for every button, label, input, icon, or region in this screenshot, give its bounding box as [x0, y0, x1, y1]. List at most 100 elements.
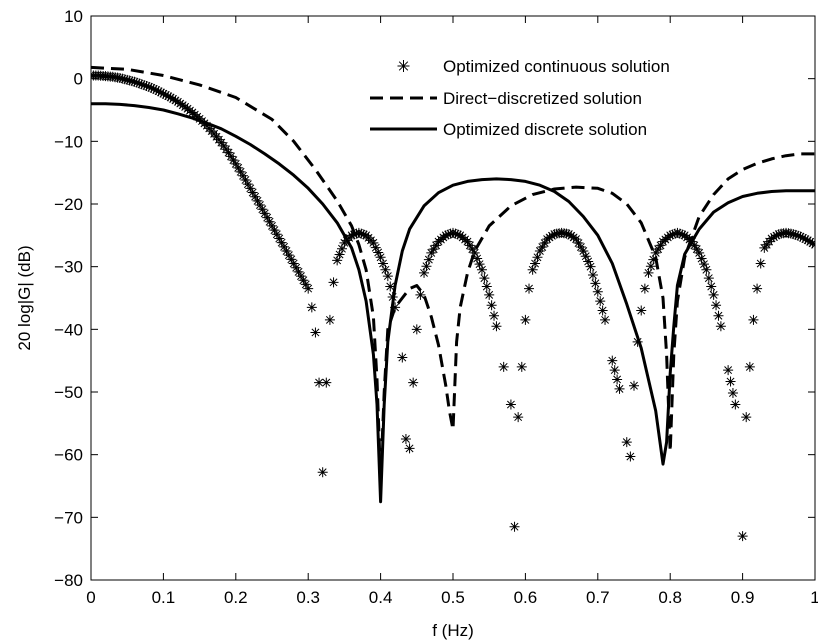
data-point-marker — [306, 302, 317, 313]
data-point-marker — [513, 412, 524, 423]
data-point-marker — [481, 281, 492, 292]
data-point-marker — [703, 273, 714, 284]
data-point-marker — [730, 399, 741, 410]
y-tick-label: −50 — [54, 383, 83, 402]
data-point-marker — [221, 144, 232, 155]
data-point-marker — [286, 254, 297, 265]
data-point-marker — [276, 237, 287, 248]
data-point-marker — [711, 300, 722, 311]
data-point-marker — [370, 242, 381, 253]
data-point-marker — [800, 234, 811, 245]
data-point-marker — [609, 365, 620, 376]
data-point-marker — [262, 212, 273, 223]
data-point-marker — [539, 238, 550, 249]
data-point-marker — [168, 93, 179, 104]
data-point-marker — [476, 264, 487, 275]
data-point-marker — [748, 314, 759, 325]
data-point-marker — [321, 377, 332, 388]
data-point-marker — [238, 170, 249, 181]
data-point-marker — [795, 231, 806, 242]
y-tick-label: −70 — [54, 508, 83, 527]
data-point-marker — [170, 95, 181, 106]
data-point-marker — [737, 531, 748, 542]
data-point-marker — [639, 283, 650, 294]
data-point-marker — [293, 266, 304, 277]
data-point-marker — [408, 377, 419, 388]
legend-label: Direct−discretized solution — [443, 89, 642, 108]
data-point-marker — [119, 74, 130, 85]
data-point-marker — [356, 228, 367, 239]
data-point-marker — [575, 242, 586, 253]
data-point-marker — [532, 252, 543, 263]
data-point-marker — [537, 242, 548, 253]
data-point-marker — [165, 92, 176, 103]
data-point-marker — [378, 258, 389, 269]
data-point-marker — [450, 228, 461, 239]
data-point-marker — [314, 377, 325, 388]
data-point-marker — [595, 296, 606, 307]
data-point-marker — [136, 79, 147, 90]
data-point-marker — [404, 443, 415, 454]
data-point-marker — [484, 289, 495, 300]
data-point-marker — [114, 73, 125, 84]
data-point-marker — [689, 240, 700, 251]
data-point-marker — [643, 267, 654, 278]
data-point-marker — [491, 321, 502, 332]
data-point-marker — [648, 254, 659, 265]
data-point-marker — [230, 158, 241, 169]
data-point-marker — [124, 75, 135, 86]
data-point-marker — [580, 251, 591, 262]
data-point-marker — [245, 183, 256, 194]
data-point-marker — [597, 305, 608, 316]
data-point-marker — [264, 216, 275, 227]
data-point-marker — [431, 240, 442, 251]
data-point-marker — [216, 137, 227, 148]
data-point-marker — [426, 247, 437, 258]
data-point-marker — [761, 239, 772, 250]
data-point-marker — [267, 220, 277, 231]
x-tick-label: 0.3 — [296, 588, 320, 607]
data-point-marker — [177, 100, 188, 111]
axis-ticks: 0 0.1 0.2 0.3 0.4 0.5 0.6 0.7 0.8 0.9 1 10 0 −10 −20 −3… — [54, 7, 818, 607]
x-tick-label: 0.1 — [152, 588, 176, 607]
data-point-marker — [520, 314, 531, 325]
y-tick-label: −60 — [54, 446, 83, 465]
data-point-marker — [346, 230, 357, 241]
data-point-marker — [527, 264, 538, 275]
data-point-marker — [698, 259, 709, 270]
data-point-marker — [600, 314, 611, 325]
data-point-marker — [655, 240, 666, 251]
data-point-marker — [334, 249, 345, 260]
data-point-marker — [462, 236, 473, 247]
data-point-marker — [725, 376, 736, 387]
data-point-marker — [291, 262, 302, 273]
data-point-marker — [155, 87, 166, 98]
data-point-marker — [759, 242, 770, 253]
data-point-marker — [269, 225, 280, 236]
data-point-marker — [175, 98, 186, 109]
data-point-marker — [509, 521, 520, 532]
data-point-marker — [117, 73, 128, 84]
data-point-marker — [421, 261, 432, 272]
data-point-marker — [587, 270, 598, 281]
data-point-marker — [148, 83, 159, 94]
x-tick-label: 0.2 — [224, 588, 248, 607]
data-point-marker — [708, 289, 719, 300]
data-point-marker — [375, 252, 386, 263]
legend-item: Optimized continuous solution — [397, 57, 670, 76]
data-point-marker — [768, 232, 779, 243]
data-point-marker — [621, 437, 632, 448]
data-point-marker — [300, 279, 311, 290]
data-point-marker — [542, 234, 553, 245]
data-point-marker — [653, 244, 664, 255]
data-point-marker — [625, 451, 636, 462]
data-point-marker — [472, 253, 483, 264]
data-point-marker — [573, 238, 584, 249]
y-tick-label: −30 — [54, 258, 83, 277]
data-point-marker — [250, 191, 261, 202]
data-point-marker — [415, 289, 426, 300]
x-tick-label: 0.7 — [586, 588, 610, 607]
data-point-marker — [328, 277, 339, 288]
legend-label: Optimized continuous solution — [443, 57, 670, 76]
y-tick-label: −40 — [54, 320, 83, 339]
